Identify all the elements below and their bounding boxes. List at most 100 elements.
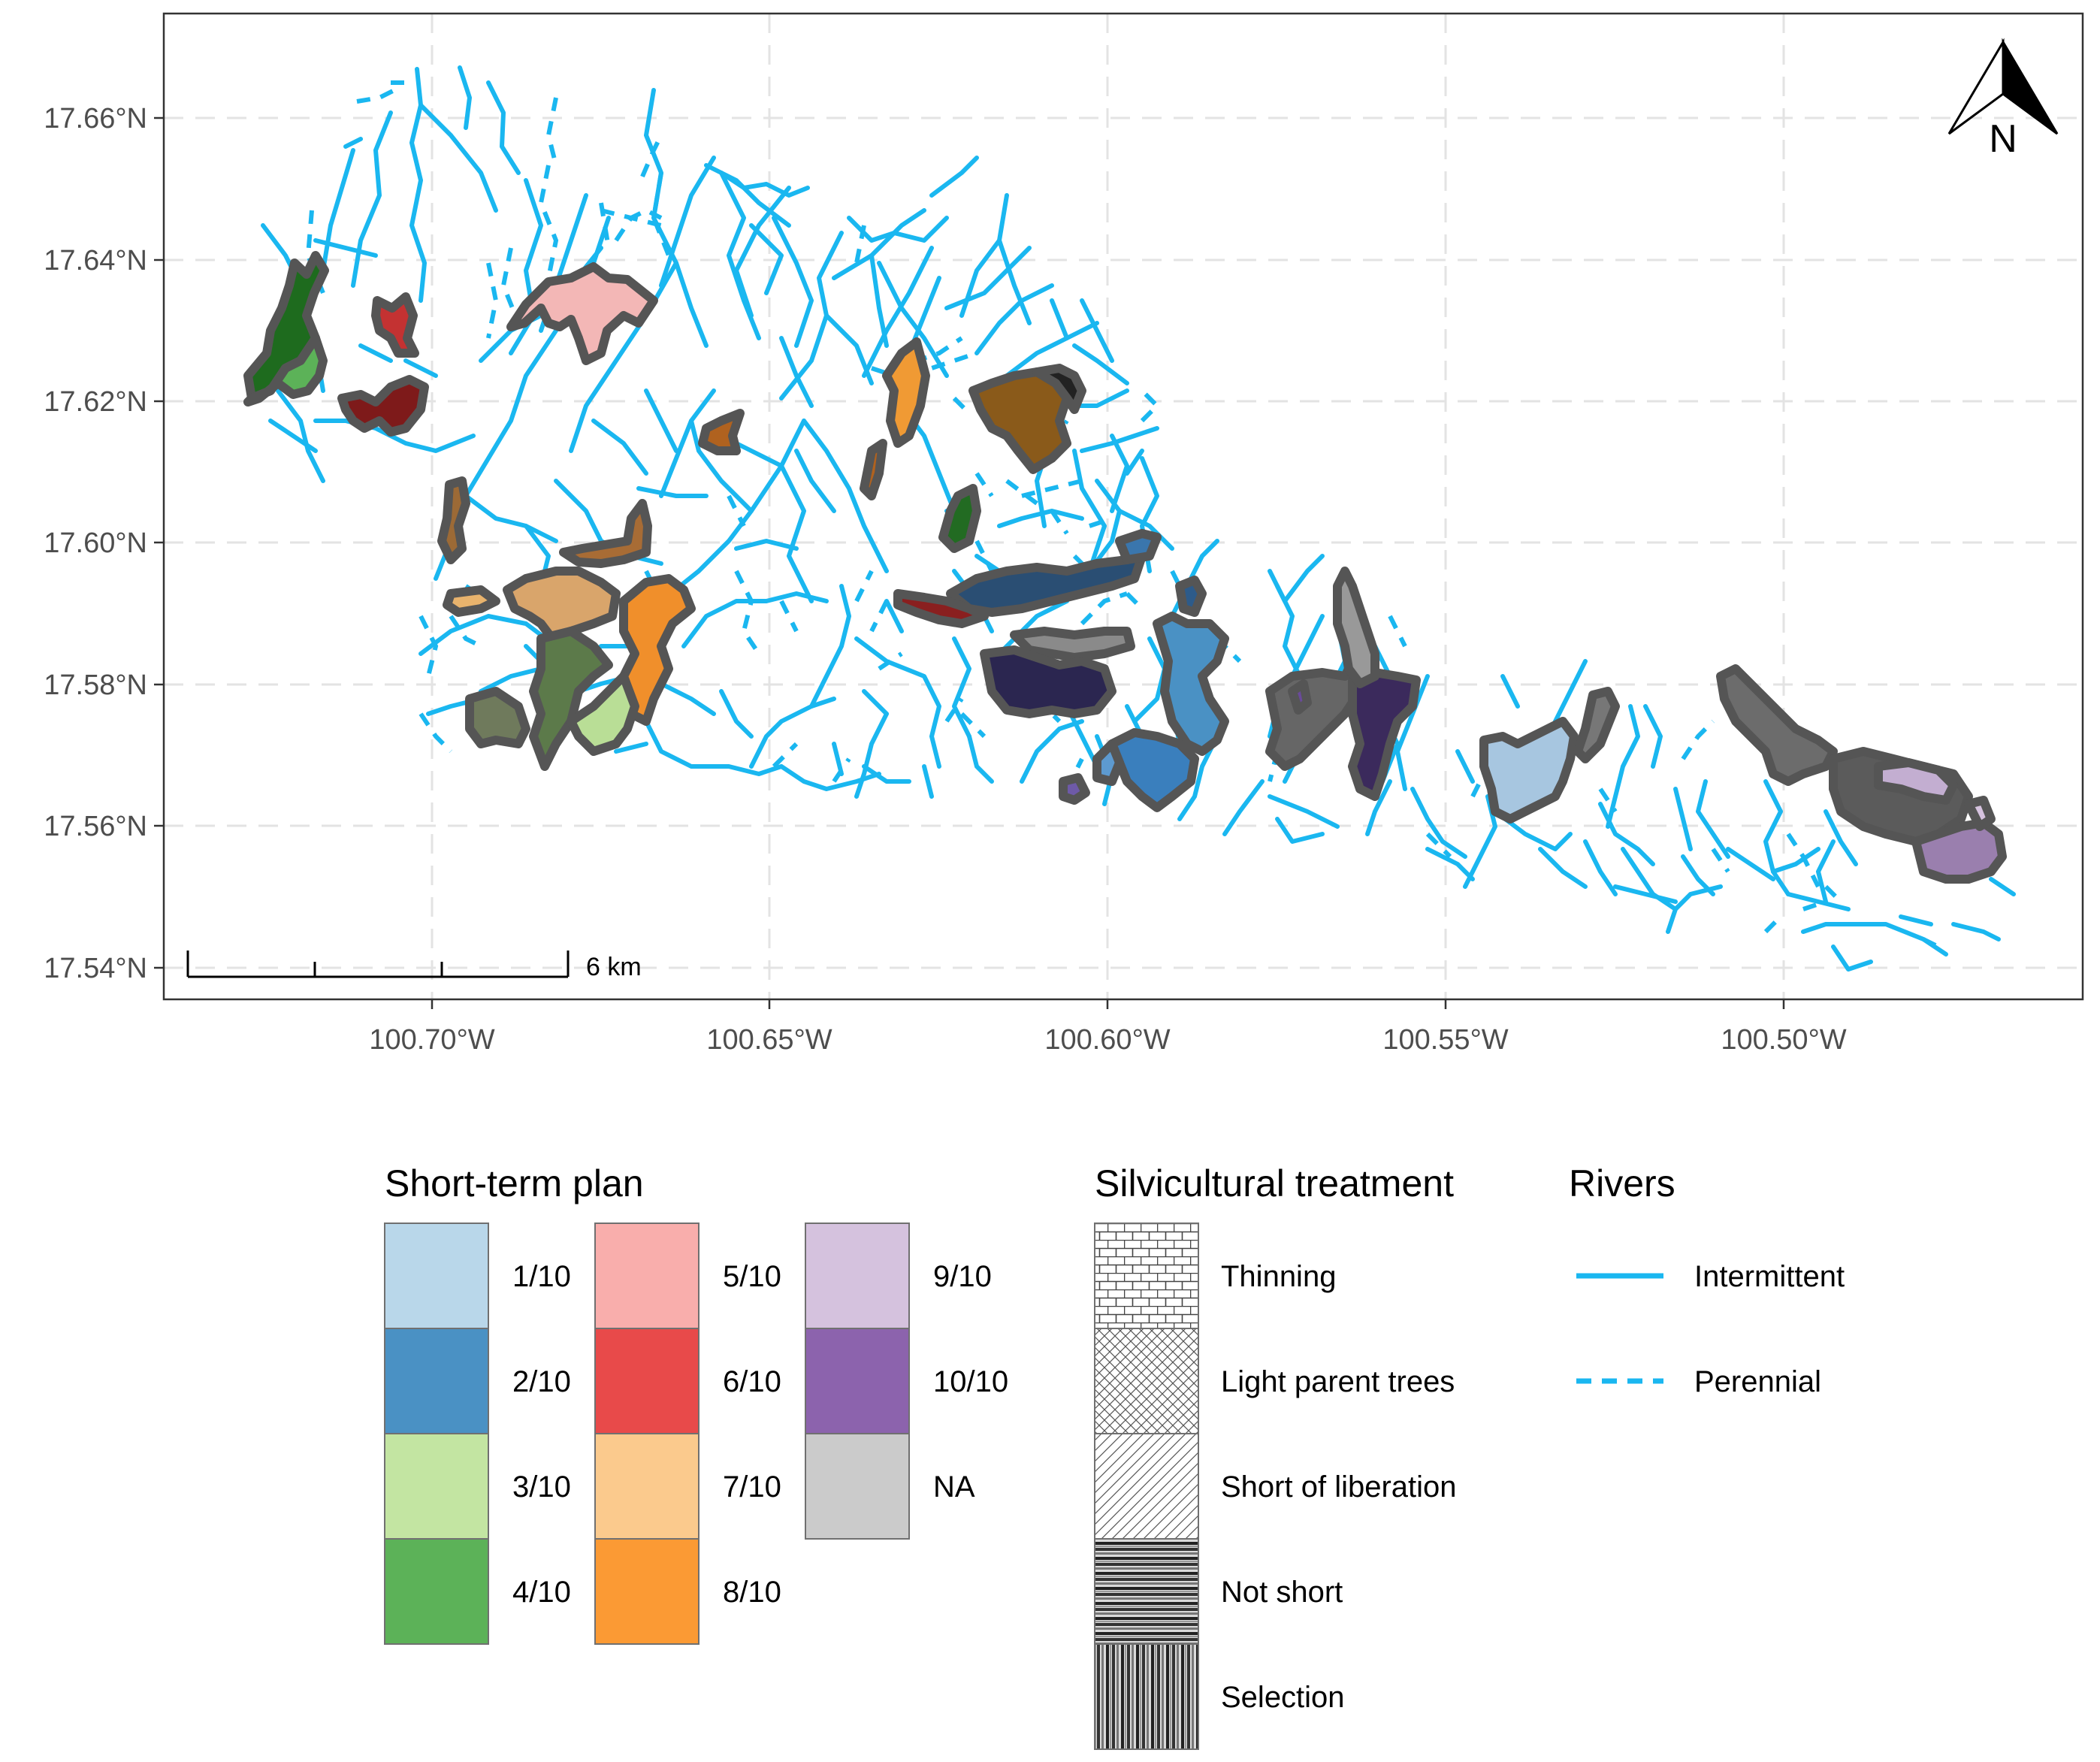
stand-8-10-d (860, 439, 887, 500)
legend-label-treatment: Light parent trees (1221, 1365, 1455, 1398)
stand-4-10-south (465, 687, 530, 748)
legend-label-treatment: Selection (1221, 1681, 1345, 1714)
stand-3-10-west (243, 334, 328, 406)
y-tick-label: 17.54°N (44, 953, 147, 984)
legend-title-short-term-plan: Short-term plan (385, 1162, 644, 1204)
legend-swatch-9-10 (805, 1223, 910, 1329)
legend-label-plan: 3/10 (512, 1470, 571, 1504)
scale-bar-label: 6 km (586, 953, 642, 981)
stand-3-10-center (567, 672, 639, 756)
stand-4-10-center (529, 627, 613, 771)
legend-swatch-na (805, 1433, 910, 1540)
legend-label-plan: 6/10 (723, 1365, 781, 1398)
stand-4-10-north-center (968, 367, 1071, 474)
legend-label-river: Intermittent (1694, 1260, 1845, 1293)
legend-swatch-8-10 (594, 1538, 699, 1645)
y-tick-label: 17.60°N (44, 527, 147, 559)
stand-10-10-c (1288, 679, 1312, 715)
legend-swatch-4-10 (384, 1538, 489, 1645)
y-tick-label: 17.58°N (44, 669, 147, 701)
stand-7-10-d (503, 567, 621, 643)
y-tick-label: 17.56°N (44, 811, 147, 842)
legend-label-plan: 7/10 (723, 1470, 781, 1504)
legend-swatch-3-10 (384, 1433, 489, 1540)
x-tick-label: 100.70°W (369, 1024, 494, 1056)
legend-swatch-horizontal-stripes (1094, 1538, 1199, 1645)
stand-9-10-c (1911, 818, 2007, 884)
x-tick-label: 100.50°W (1721, 1024, 1846, 1056)
stand-10-10-a (980, 645, 1116, 718)
x-tick-label: 100.65°W (706, 1024, 832, 1056)
stand-na-c (1573, 687, 1620, 763)
legend-label-plan: 2/10 (512, 1365, 571, 1398)
legend-swatch-7-10 (594, 1433, 699, 1540)
legend-swatch-1-10 (384, 1223, 489, 1329)
stand-10-10-d (1348, 668, 1421, 801)
stand-2-10-b (1115, 529, 1162, 564)
scale-bar: 6 km (186, 951, 642, 981)
stand-8-10-b (619, 574, 696, 726)
legend-label-plan: 10/10 (933, 1365, 1008, 1398)
stand-1-10-a (1479, 717, 1579, 824)
legend-swatch-6-10 (594, 1328, 699, 1434)
stand-9-10-d (1964, 796, 1996, 831)
north-arrow: N (1947, 38, 2059, 161)
stand-8-10-a (698, 409, 745, 455)
legend-title-silvicultural-treatment: Silvicultural treatment (1095, 1162, 1454, 1204)
stand-7-10-a (437, 476, 470, 564)
legend-swatch-diagonal (1094, 1433, 1199, 1540)
legend-label-plan: 8/10 (723, 1576, 781, 1609)
stand-9-10-b (1874, 758, 1958, 805)
stand-na-b (1333, 567, 1379, 688)
stand-7-10-b (559, 499, 652, 568)
y-tick-label: 17.64°N (44, 245, 147, 277)
stand-2-10-f (1092, 739, 1124, 786)
stand-na-d (1716, 664, 1838, 786)
legend-label-plan: 5/10 (723, 1260, 781, 1293)
legend-label-plan: NA (933, 1470, 975, 1504)
y-tick-label: 17.62°N (44, 386, 147, 418)
legend-swatch-vertical-stripes (1094, 1643, 1199, 1750)
stand-2-10-a (946, 552, 1147, 617)
stand-6-10-west-a (371, 292, 419, 358)
legend-label-treatment: Short of liberation (1221, 1470, 1457, 1504)
stand-10-10-b (1059, 773, 1090, 805)
y-axis-labels: 17.66°N 17.64°N 17.62°N 17.60°N 17.58°N … (44, 103, 147, 984)
stand-6-10-mid (893, 589, 989, 628)
stand-2-10-d (1153, 612, 1229, 756)
forest-stands (243, 251, 2007, 884)
legend-label-plan: 1/10 (512, 1260, 571, 1293)
stand-4-10-mid (938, 484, 981, 553)
stand-2-10-c (1175, 576, 1207, 617)
legend-silvicultural-treatment: Silvicultural treatment Thinning Light pa… (1094, 1162, 1457, 1750)
stand-8-10-c (882, 337, 930, 448)
legend-label-plan: 9/10 (933, 1260, 992, 1293)
north-arrow-right (2002, 38, 2059, 135)
legend-swatch-brick (1094, 1223, 1199, 1329)
legend-label-treatment: Thinning (1221, 1260, 1336, 1293)
legend-rivers: Rivers Intermittent Perennial (1569, 1162, 1845, 1398)
legend-title-rivers: Rivers (1569, 1162, 1675, 1204)
stand-6-10-west-b (337, 375, 429, 437)
stand-7-10-c (443, 585, 500, 617)
legend-label-treatment: Not short (1221, 1576, 1343, 1609)
legend-swatch-5-10 (594, 1223, 699, 1329)
legend-swatch-10-10 (805, 1328, 910, 1434)
axis-ticks (154, 116, 1785, 1009)
north-arrow-label: N (1989, 117, 2017, 161)
x-tick-label: 100.55°W (1382, 1024, 1508, 1056)
legend-swatch-crosshatch (1094, 1328, 1199, 1434)
x-tick-label: 100.60°W (1044, 1024, 1170, 1056)
y-tick-label: 17.66°N (44, 103, 147, 134)
legend-label-plan: 4/10 (512, 1576, 571, 1609)
legend-swatch-2-10 (384, 1328, 489, 1434)
x-axis-labels: 100.70°W 100.65°W 100.60°W 100.55°W 100.… (369, 1024, 1846, 1056)
legend-short-term-plan: Short-term plan 1/10 2/10 3/10 4/10 5/10 6/10… (384, 1162, 1008, 1645)
stand-na-a (1010, 627, 1135, 662)
stand-5-10-north (506, 262, 658, 365)
stand-not-short-a (1032, 364, 1086, 414)
map-panel-border (162, 12, 2084, 1001)
stand-2-10-e (1107, 728, 1199, 812)
legend-label-river: Perennial (1694, 1365, 1821, 1398)
